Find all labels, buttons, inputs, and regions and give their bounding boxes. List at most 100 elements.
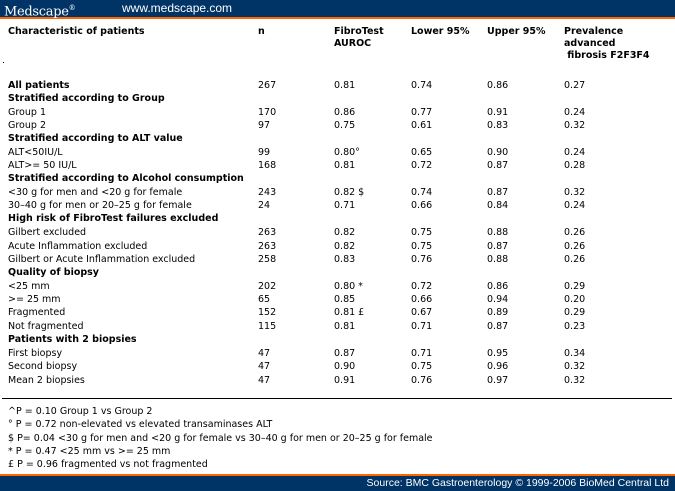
col-header-prevalence: Prevalence advanced fibrosis F2F3F4	[564, 26, 650, 62]
cell-lower: 0.75	[411, 361, 433, 372]
cell-prevalence: 0.26	[564, 241, 586, 252]
row-label: >= 25 mm	[8, 294, 61, 305]
table-bottom-rule	[2, 398, 672, 399]
cell-upper: 0.91	[487, 107, 509, 118]
cell-lower: 0.76	[411, 254, 433, 265]
cell-upper: 0.96	[487, 361, 509, 372]
cell-prevalence: 0.29	[564, 307, 586, 318]
footnote-caret: ^P = 0.10 Group 1 vs Group 2	[8, 406, 153, 417]
cell-auroc: 0.82 $	[334, 187, 365, 198]
section-header: High risk of FibroTest failures excluded	[0, 212, 675, 225]
col-header-n: n	[258, 26, 265, 37]
table-row: >= 25 mm 65 0.85 0.66 0.94 0.20	[0, 293, 675, 306]
cell-upper: 0.87	[487, 241, 509, 252]
cell-upper: 0.88	[487, 254, 509, 265]
row-label: First biopsy	[8, 348, 63, 359]
source-credit: Source: BMC Gastroenterology © 1999-2006…	[366, 477, 669, 489]
cell-n: 202	[258, 281, 277, 292]
cell-n: 97	[258, 120, 271, 131]
cell-upper: 0.97	[487, 375, 509, 386]
cell-n: 115	[258, 321, 277, 332]
cell-prevalence: 0.24	[564, 200, 586, 211]
footnote-degree: ° P = 0.72 non-elevated vs elevated tran…	[8, 419, 273, 430]
section-label: Patients with 2 biopsies	[8, 334, 137, 345]
cell-upper: 0.84	[487, 200, 509, 211]
medscape-logo: Medscape®	[4, 0, 76, 20]
row-label: <25 mm	[8, 281, 50, 292]
row-label: Gilbert excluded	[8, 227, 87, 238]
source-footer-bar: Source: BMC Gastroenterology © 1999-2006…	[0, 474, 675, 491]
cell-prevalence: 0.26	[564, 227, 586, 238]
cell-auroc: 0.85	[334, 294, 356, 305]
cell-n: 263	[258, 227, 277, 238]
brand-text: Medscape	[4, 4, 69, 20]
cell-lower: 0.71	[411, 321, 433, 332]
row-label: Not fragmented	[8, 321, 84, 332]
section-label: Stratified according to Group	[8, 93, 165, 104]
row-label: Acute Inflammation excluded	[8, 241, 148, 252]
cell-upper: 0.90	[487, 147, 509, 158]
row-label: Fragmented	[8, 307, 66, 318]
cell-prevalence: 0.34	[564, 348, 586, 359]
cell-auroc: 0.80°	[334, 147, 360, 158]
footnote-pound: £ P = 0.96 fragmented vs not fragmented	[8, 459, 208, 470]
table-row: First biopsy 47 0.87 0.71 0.95 0.34	[0, 347, 675, 360]
col-header-auroc-line2: AUROC	[334, 38, 372, 49]
col-header-lower: Lower 95%	[411, 26, 470, 37]
site-url[interactable]: www.medscape.com	[122, 1, 233, 15]
cell-auroc: 0.87	[334, 348, 356, 359]
cell-upper: 0.89	[487, 307, 509, 318]
cell-upper: 0.86	[487, 80, 509, 91]
row-label: Mean 2 biopsies	[8, 375, 85, 386]
medscape-header-bar: Medscape® www.medscape.com	[0, 0, 675, 19]
cell-auroc: 0.81	[334, 80, 356, 91]
cell-lower: 0.77	[411, 107, 433, 118]
cell-n: 263	[258, 241, 277, 252]
cell-upper: 0.87	[487, 187, 509, 198]
section-header: Stratified according to ALT value	[0, 132, 675, 145]
cell-prevalence: 0.27	[564, 80, 586, 91]
section-label: Quality of biopsy	[8, 267, 100, 278]
table-row: Acute Inflammation excluded 263 0.82 0.7…	[0, 240, 675, 253]
cell-n: 47	[258, 348, 271, 359]
col-header-characteristic: Characteristic of patients	[8, 26, 145, 37]
cell-prevalence: 0.32	[564, 120, 586, 131]
cell-prevalence: 0.23	[564, 321, 586, 332]
table-row: Not fragmented 115 0.81 0.71 0.87 0.23	[0, 320, 675, 333]
table-row: All patients 267 0.81 0.74 0.86 0.27	[0, 79, 675, 92]
table-row: Second biopsy 47 0.90 0.75 0.96 0.32	[0, 360, 675, 373]
section-label: Stratified according to ALT value	[8, 133, 183, 144]
row-label: 30–40 g for men or 20–25 g for female	[8, 200, 192, 211]
table-row: Group 2 97 0.75 0.61 0.83 0.32	[0, 119, 675, 132]
table-row: Gilbert excluded 263 0.82 0.75 0.88 0.26	[0, 226, 675, 239]
cell-auroc: 0.71	[334, 200, 356, 211]
row-label: Second biopsy	[8, 361, 78, 372]
cell-prevalence: 0.29	[564, 281, 586, 292]
cell-n: 168	[258, 160, 277, 171]
col-header-prev-line2: advanced	[564, 38, 616, 49]
row-label: Group 1	[8, 107, 46, 118]
table-row: 30–40 g for men or 20–25 g for female 24…	[0, 199, 675, 212]
cell-prevalence: 0.32	[564, 187, 586, 198]
cell-n: 24	[258, 200, 271, 211]
cell-n: 267	[258, 80, 277, 91]
row-label: <30 g for men and <20 g for female	[8, 187, 183, 198]
section-header: Stratified according to Alcohol consumpt…	[0, 172, 675, 185]
section-header: Patients with 2 biopsies	[0, 333, 675, 346]
cell-upper: 0.94	[487, 294, 509, 305]
cell-n: 47	[258, 361, 271, 372]
table-row: ALT<50IU/L 99 0.80° 0.65 0.90 0.24	[0, 146, 675, 159]
cell-n: 243	[258, 187, 277, 198]
cell-lower: 0.67	[411, 307, 433, 318]
section-header: Stratified according to Group	[0, 92, 675, 105]
cell-prevalence: 0.28	[564, 160, 586, 171]
row-label: ALT>= 50 IU/L	[8, 160, 77, 171]
col-header-upper: Upper 95%	[487, 26, 546, 37]
cell-n: 258	[258, 254, 277, 265]
cell-prevalence: 0.20	[564, 294, 586, 305]
col-header-auroc: FibroTest AUROC	[334, 26, 384, 50]
cell-lower: 0.61	[411, 120, 433, 131]
table-row: Fragmented 152 0.81 £ 0.67 0.89 0.29	[0, 306, 675, 319]
cell-auroc: 0.75	[334, 120, 356, 131]
cell-upper: 0.88	[487, 227, 509, 238]
